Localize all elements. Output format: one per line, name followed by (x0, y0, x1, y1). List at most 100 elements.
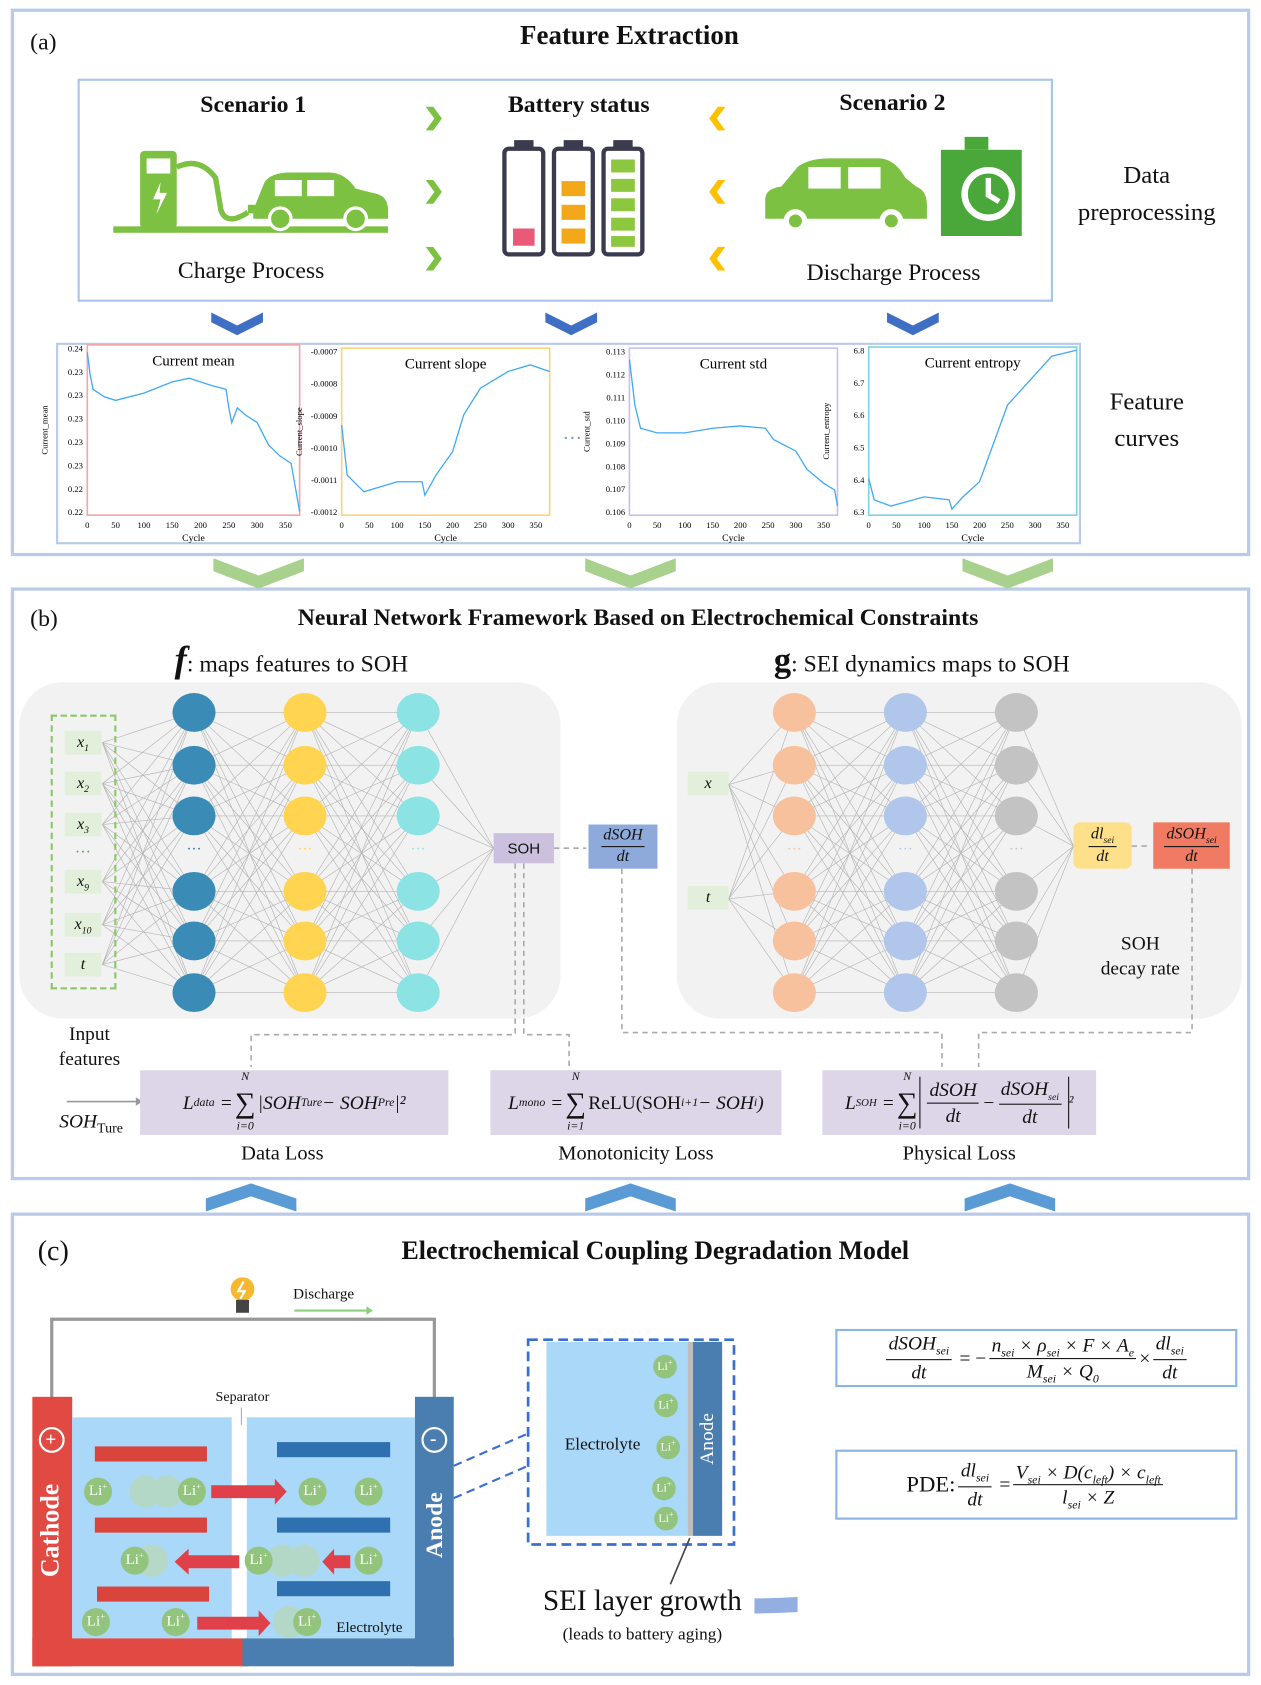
y-tick-label: 0.22 (68, 507, 83, 517)
lithium-ion: Li+ (354, 1477, 383, 1506)
y-axis-label: Current_entropy (821, 402, 831, 460)
caption-line: Input (68, 1022, 110, 1045)
y-tick-label: 0.112 (606, 370, 625, 380)
x-tick-label: 0 (340, 520, 344, 530)
chart-current-entropy: Current entropy 0 50 100 150 200 250 300 350 6.8 6… (821, 346, 1078, 544)
g-layer3-node (994, 973, 1038, 1013)
y-tick-label: 0.109 (606, 438, 625, 448)
chart-current-mean: Current mean 0 50 100 150 200 250 300 350 0.24 0.2… (39, 343, 301, 544)
connection-line (728, 765, 795, 900)
frac-num: dl (1090, 825, 1104, 843)
f-layer2-node (283, 745, 327, 785)
x-tick-label: 350 (279, 520, 292, 530)
monotonicity-loss-label: Monotonicity Loss (558, 1142, 714, 1166)
lithium-ion: Li+ (177, 1477, 206, 1506)
scenario-box (77, 78, 1054, 302)
x-axis-label: Cycle (961, 533, 984, 544)
x-tick-label: 50 (892, 520, 901, 530)
side-label-line: Feature (1109, 388, 1184, 415)
input-feature-1: x1 (64, 730, 102, 755)
lithium-ion: Li+ (298, 1477, 327, 1506)
soh-output-node: SOH (493, 833, 554, 864)
connection-line (102, 824, 195, 942)
loss-lhs: L (182, 1091, 194, 1113)
x-tick-label: 250 (222, 520, 235, 530)
minus-terminal: - (430, 1427, 437, 1449)
loss-term: − SOH (698, 1091, 754, 1113)
dashed-connector (250, 863, 516, 1068)
f-layer3-node (396, 921, 440, 961)
input-feature-4: ··· (74, 843, 92, 862)
connection-line (193, 765, 306, 993)
lithium-ion: Li+ (652, 1476, 676, 1501)
y-tick-label: 6.3 (854, 507, 865, 517)
x-tick-label: 0 (85, 520, 89, 530)
dashed-connector (977, 868, 1193, 1068)
series-line (86, 352, 301, 512)
electrolyte-label: Electrolyte (336, 1619, 403, 1637)
ev-charging-station-icon (113, 150, 389, 233)
panel-neural-network (10, 587, 1251, 1181)
y-tick-label: -0.0008 (311, 379, 338, 389)
loss-lhs-sub: data (193, 1096, 215, 1110)
y-tick-label: -0.0009 (311, 411, 338, 421)
y-tick-label: 6.5 (854, 443, 865, 453)
sum-top: N (903, 1070, 912, 1084)
plot-frame (86, 344, 301, 516)
x-tick-label: 350 (817, 520, 830, 530)
frac-num: dSOH (888, 1332, 937, 1354)
f-layer3-node (396, 745, 440, 785)
connection-line (102, 783, 195, 892)
f-symbol: f (174, 640, 187, 681)
connection-line (304, 712, 419, 942)
sei-soh-equation: dSOHsei dt = − nsei × ρsei × F × Ae Msei ×… (835, 1328, 1238, 1388)
loss-lhs-sub: mono (518, 1096, 546, 1110)
f-layer2-node (283, 796, 327, 836)
y-axis-label: Current_mean (39, 405, 49, 455)
g-layer2-node (883, 973, 927, 1013)
connection-line (304, 765, 419, 892)
input-features-caption: Input features (59, 1022, 120, 1072)
input-feature-6: x10 (64, 912, 102, 937)
connection-line (102, 765, 195, 925)
g-input-t: t (687, 885, 729, 910)
lithium-ion: Li+ (293, 1608, 322, 1637)
x-tick-label: 0 (627, 520, 631, 530)
caption-line: decay rate (1100, 957, 1180, 979)
charge-process-caption: Charge Process (177, 256, 325, 284)
y-tick-label: -0.0011 (311, 475, 337, 485)
panel-feature-extraction (10, 8, 1251, 557)
f-layer3-node (396, 871, 440, 911)
zoom-anode-label: Anode (695, 1412, 718, 1465)
lithium-ion: Li+ (161, 1608, 190, 1637)
connection-line (102, 712, 195, 825)
f-layer3-node (396, 693, 440, 732)
dashed-connector (523, 863, 570, 1068)
y-tick-label: 0.23 (68, 460, 83, 470)
dsoh-sei-dt-node: dSOHsei dt (1153, 822, 1230, 869)
g-layer-ellipsis: ··· (897, 841, 913, 858)
connection-line (905, 891, 1017, 993)
chart-title: Current std (700, 357, 768, 373)
connection-line (417, 848, 494, 993)
loss-lhs: L (508, 1091, 519, 1113)
dashed-connector (621, 868, 943, 1068)
f-layer1-node (172, 871, 216, 911)
g-layer2-node (883, 921, 927, 961)
battery-levels-icon (502, 140, 645, 257)
connection-line (193, 712, 306, 817)
scenario2-title: Scenario 2 (839, 88, 946, 116)
g-layer1-node (772, 973, 816, 1013)
g-caption-text: : SEI dynamics maps to SOH (791, 649, 1070, 677)
connection-line (905, 712, 1017, 892)
x-tick-label: 250 (1001, 520, 1014, 530)
f-caption-text: : maps features to SOH (186, 649, 409, 677)
series-line (628, 359, 839, 507)
sum-top: N (241, 1070, 250, 1084)
chevron-icon (205, 1183, 297, 1212)
plus-terminal: + (45, 1428, 57, 1450)
connection-line (102, 783, 195, 993)
side-label-line: Data (1123, 161, 1171, 189)
side-label-line: curves (1114, 424, 1180, 452)
